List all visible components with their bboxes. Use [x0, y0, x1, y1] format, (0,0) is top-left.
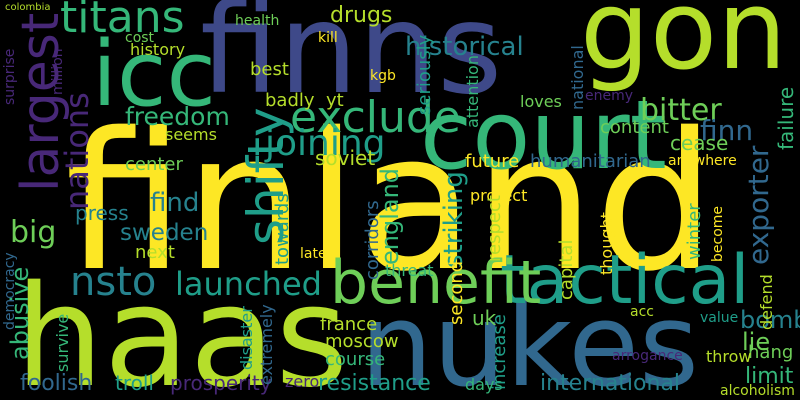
- word: extremely: [257, 304, 276, 385]
- word: icc: [92, 22, 216, 127]
- word: exclude: [290, 92, 461, 143]
- word: increase: [489, 314, 510, 390]
- word: national: [568, 45, 587, 110]
- word: anywhere: [668, 153, 737, 169]
- word: democracy: [2, 252, 18, 330]
- word: enemy: [585, 88, 633, 104]
- word: future: [465, 151, 519, 172]
- word: gon: [580, 0, 787, 94]
- word: finland: [65, 92, 715, 313]
- word: exporter: [742, 145, 775, 265]
- word: cease: [670, 131, 728, 155]
- word: winter: [684, 203, 705, 260]
- word: limit: [745, 364, 794, 389]
- word: court: [420, 81, 667, 191]
- word: finn: [700, 114, 753, 147]
- word: surprise: [2, 49, 18, 105]
- word: throw: [706, 347, 752, 366]
- word: sweden: [120, 220, 208, 246]
- word: alcoholism: [720, 383, 795, 399]
- word: respect: [484, 195, 505, 262]
- word: history: [130, 40, 185, 59]
- word: disaster: [237, 306, 256, 370]
- word: joining: [264, 123, 386, 164]
- word: titans: [60, 0, 185, 43]
- word: acc: [630, 304, 654, 320]
- word: tactical: [500, 241, 749, 320]
- word: benefit: [330, 248, 541, 318]
- word: largest: [11, 13, 71, 192]
- word: badly: [265, 90, 315, 111]
- word: haas: [15, 256, 348, 400]
- word: abusive: [6, 267, 34, 360]
- word: moscow: [325, 331, 399, 352]
- word: million: [50, 48, 66, 95]
- word: cost: [125, 30, 155, 46]
- word: seriously: [414, 34, 435, 115]
- word: france: [320, 314, 377, 335]
- word: nations: [58, 92, 96, 210]
- word: thought: [597, 212, 616, 275]
- word: course: [325, 349, 385, 370]
- word: kill: [318, 30, 338, 46]
- word: foolish: [20, 371, 92, 396]
- word: loves: [520, 92, 562, 111]
- word: attention: [463, 55, 482, 128]
- word: prosperity: [170, 371, 272, 395]
- word: seems: [165, 125, 217, 144]
- word: launched: [175, 265, 322, 303]
- word: zero: [285, 372, 319, 391]
- word: freedom: [125, 102, 230, 131]
- word: humanitarian: [530, 151, 651, 172]
- word: drugs: [330, 3, 392, 28]
- word: shifty: [237, 107, 295, 245]
- word: uk: [472, 306, 497, 330]
- word: nsto: [70, 259, 156, 305]
- word: next: [135, 242, 175, 263]
- word: defend: [757, 274, 776, 330]
- word: arrogance: [612, 348, 683, 364]
- word: international: [540, 371, 680, 396]
- word: kgb: [370, 68, 396, 84]
- word: lie: [742, 328, 770, 356]
- word: best: [250, 59, 289, 80]
- word: become: [710, 206, 726, 262]
- word: hang: [748, 342, 793, 363]
- word: health: [235, 13, 279, 29]
- word: value: [700, 310, 738, 326]
- word: late: [300, 246, 327, 262]
- word: finns: [200, 0, 502, 122]
- word: second: [446, 261, 467, 325]
- word: resistance: [318, 371, 431, 396]
- word: center: [125, 154, 184, 175]
- word: capital: [556, 240, 577, 300]
- word: find: [150, 188, 199, 218]
- word: bitter: [640, 93, 722, 128]
- word: yt: [326, 90, 344, 111]
- word: towards: [272, 193, 293, 265]
- word: days: [465, 375, 503, 394]
- word: historical: [405, 32, 524, 62]
- word: press: [75, 201, 129, 225]
- word: survive: [53, 314, 72, 372]
- word: soviet: [315, 146, 375, 170]
- word: troll: [115, 371, 154, 395]
- word: big: [10, 215, 56, 250]
- word: nukes: [360, 279, 699, 400]
- word: content: [600, 117, 669, 138]
- word: bomb: [740, 306, 800, 334]
- word: failure: [774, 87, 798, 150]
- word: protect: [470, 186, 527, 205]
- word: corridors: [362, 200, 383, 280]
- word: threat: [385, 261, 434, 280]
- word: striking: [439, 171, 469, 268]
- word: colombia: [5, 2, 51, 13]
- word: england: [376, 168, 404, 265]
